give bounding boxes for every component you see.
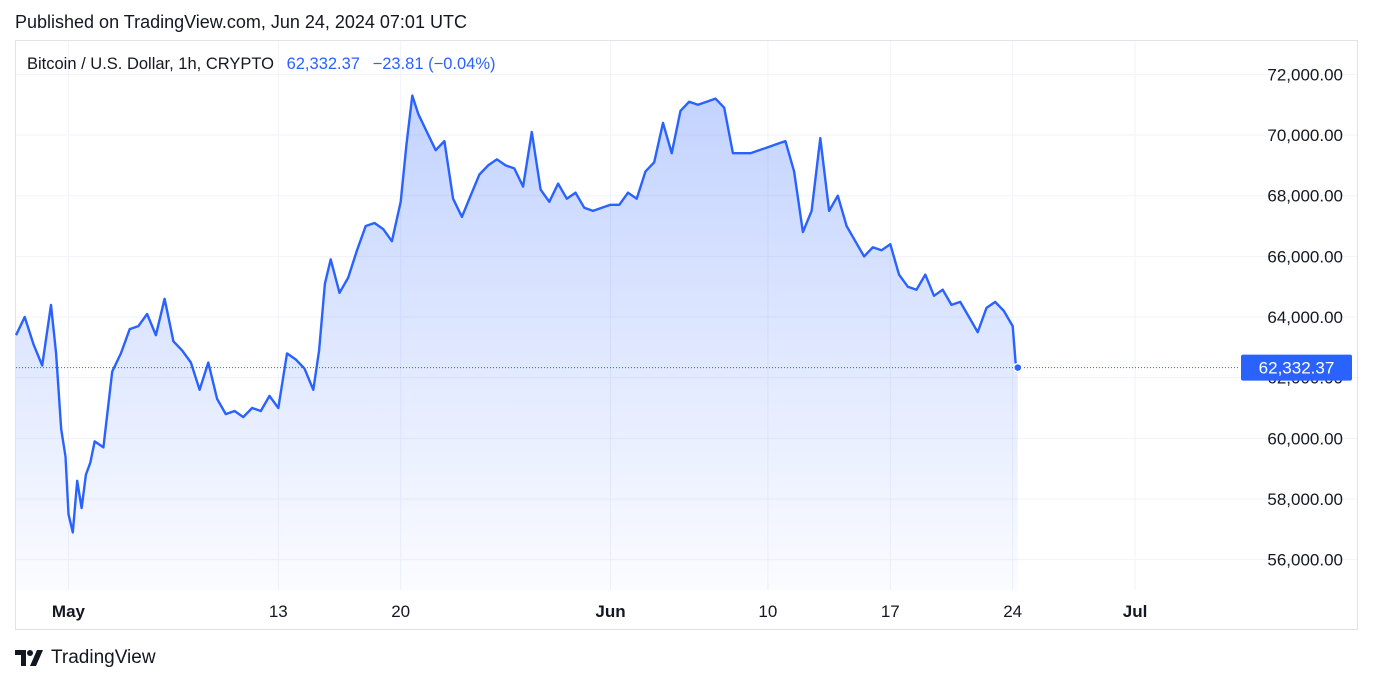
price-change: −23.81 (−0.04%) xyxy=(372,55,496,73)
y-tick-label: 64,000.00 xyxy=(1267,308,1343,327)
tradingview-logo-icon[interactable] xyxy=(15,648,45,668)
y-tick-label: 66,000.00 xyxy=(1267,247,1343,266)
published-caption: Published on TradingView.com, Jun 24, 20… xyxy=(15,12,467,32)
last-price-label: 62,332.37 xyxy=(1241,354,1352,381)
y-tick-label: 70,000.00 xyxy=(1267,126,1343,145)
x-tick-label: Jul xyxy=(1123,602,1148,621)
symbol-name: Bitcoin / U.S. Dollar, 1h, CRYPTO xyxy=(27,55,274,73)
last-price: 62,332.37 xyxy=(286,55,360,73)
y-tick-label: 72,000.00 xyxy=(1267,65,1343,84)
symbol-legend: Bitcoin / U.S. Dollar, 1h, CRYPTO 62,332… xyxy=(27,55,496,74)
last-price-dot xyxy=(1013,362,1023,373)
y-tick-label: 68,000.00 xyxy=(1267,187,1343,206)
footer: TradingView xyxy=(15,647,156,669)
y-tick-label: 60,000.00 xyxy=(1267,429,1343,448)
last-price-label-bg xyxy=(1241,354,1352,381)
x-tick-label: 24 xyxy=(1003,602,1022,621)
price-area xyxy=(16,95,1018,590)
x-axis: May 13 20 Jun 10 17 24 Jul xyxy=(52,602,1147,621)
x-tick-label: 17 xyxy=(881,602,900,621)
chart-frame xyxy=(15,40,1358,630)
y-tick-label: 56,000.00 xyxy=(1267,551,1343,570)
x-tick-label: Jun xyxy=(595,602,625,621)
x-tick-label: 20 xyxy=(391,602,410,621)
x-tick-label: 10 xyxy=(758,602,777,621)
last-price-label-text: 62,332.37 xyxy=(1259,359,1335,378)
x-tick-label: 13 xyxy=(269,602,288,621)
tradingview-brand[interactable]: TradingView xyxy=(51,647,156,668)
price-line xyxy=(14,94,1019,534)
x-tick-label: May xyxy=(52,602,86,621)
y-tick-label: 58,000.00 xyxy=(1267,490,1343,509)
y-axis: 56,000.0058,000.0060,000.0062,000.0064,0… xyxy=(1267,65,1343,569)
